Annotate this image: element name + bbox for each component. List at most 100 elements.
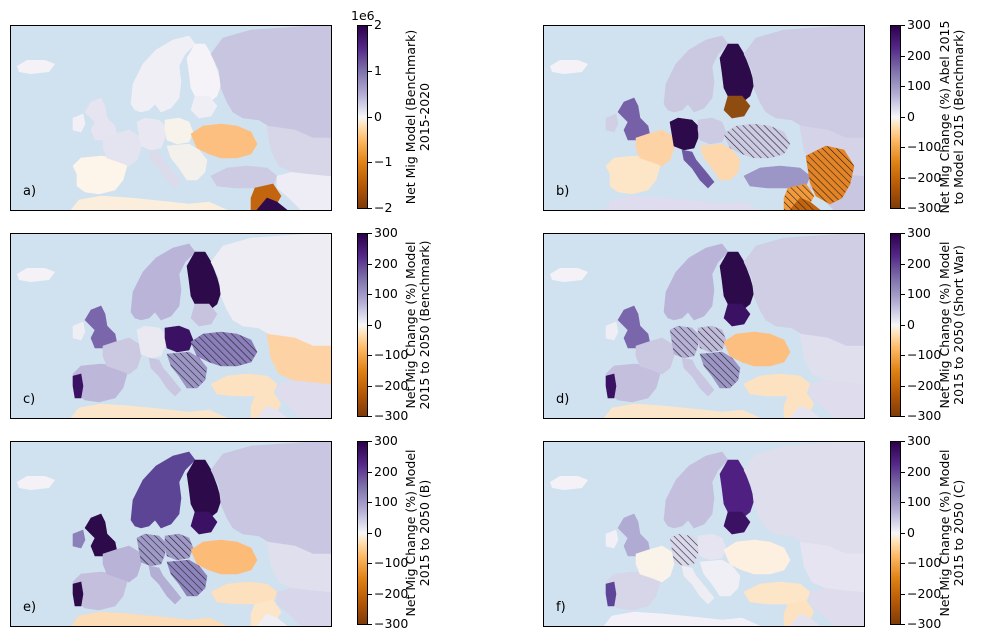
colorbar-tick-mark xyxy=(901,324,905,326)
region-scandinavia xyxy=(130,451,196,529)
region-iceland xyxy=(550,476,588,490)
region-germany xyxy=(136,117,166,151)
region-italy xyxy=(148,149,182,189)
colorbar-tick-mark xyxy=(901,441,905,442)
colorbar-label-line: Net Mig Change (%) Model xyxy=(403,241,418,409)
colorbar-tick-mark xyxy=(901,624,905,625)
region-uk xyxy=(617,513,651,557)
region-scandinavia xyxy=(663,243,729,321)
region-ukraine xyxy=(190,539,258,575)
colorbar-label-line: 2015 to 2050 (Benchmark) xyxy=(417,240,432,410)
region-italy xyxy=(148,565,182,605)
colorbar-tick-label: −300 xyxy=(374,408,409,423)
colorbar-tick-mark xyxy=(901,385,905,387)
region-ukraine xyxy=(723,331,791,367)
colorbar-tick-mark xyxy=(368,324,372,326)
colorbar-label: Net Mig Change (%) Model 2015 to 2050 (Be… xyxy=(403,215,434,435)
region-baltics xyxy=(190,511,218,535)
colorbar-tick-label: 100 xyxy=(907,494,931,509)
map-canvas xyxy=(11,234,331,418)
region-france xyxy=(635,337,675,375)
colorbar-tick-mark xyxy=(368,263,372,265)
colorbar-tick-mark xyxy=(901,25,905,26)
map-panel-c xyxy=(10,233,332,419)
colorbar-tick-label: 300 xyxy=(907,17,931,32)
colorbar-tick-label: −200 xyxy=(907,377,942,393)
region-uk xyxy=(617,97,651,141)
colorbar-tick-label: 300 xyxy=(374,433,398,448)
region-iceland xyxy=(550,268,588,282)
panel-letter: c) xyxy=(23,392,36,407)
region-north-africa xyxy=(603,195,761,210)
hatch-overlay-germany xyxy=(137,534,165,566)
region-turkey xyxy=(210,165,278,189)
colorbar-tick-mark xyxy=(901,355,905,356)
region-turkey xyxy=(743,165,811,189)
hatch-overlay-ukraine xyxy=(191,332,257,366)
colorbar-tick-mark xyxy=(901,147,905,148)
colorbar-tick-mark xyxy=(368,385,372,387)
colorbar-label: Net Mig Change (%) Model 2015 to 2050 (C) xyxy=(937,423,968,643)
region-scandinavia xyxy=(663,35,729,113)
region-turkey xyxy=(210,581,278,605)
colorbar-tick-mark xyxy=(901,563,905,564)
colorbar-tick-label: −200 xyxy=(374,377,409,393)
colorbar-label-line: 2015 to 2050 (C) xyxy=(951,479,966,587)
region-uk xyxy=(84,513,118,557)
colorbar-tick-label: −200 xyxy=(907,585,942,601)
colorbar-tick-mark xyxy=(368,208,372,209)
colorbar-tick-label: 0 xyxy=(374,316,382,332)
colorbar-tick-label: −200 xyxy=(374,585,409,601)
colorbar-tick-mark xyxy=(901,55,905,57)
colorbar-label-line: 2015 to 2050 (Short War) xyxy=(951,245,966,405)
region-france xyxy=(102,337,142,375)
region-uk xyxy=(84,97,118,141)
region-baltics xyxy=(723,95,751,119)
region-poland xyxy=(697,533,727,561)
region-baltics xyxy=(190,95,218,119)
panel-letter: a) xyxy=(23,184,37,199)
colorbar-tick-mark xyxy=(901,593,905,595)
colorbar-tick-mark xyxy=(901,116,905,118)
colorbar-tick-label: 200 xyxy=(907,255,931,271)
region-iceland xyxy=(17,476,55,490)
colorbar xyxy=(890,233,901,417)
map-canvas xyxy=(544,26,864,210)
region-iceland xyxy=(17,268,55,282)
panel-letter: f) xyxy=(556,600,566,615)
region-portugal xyxy=(605,373,617,399)
region-north-africa xyxy=(70,403,228,418)
colorbar xyxy=(357,233,368,417)
region-germany xyxy=(669,117,699,151)
region-balkans xyxy=(166,143,208,181)
region-ireland xyxy=(72,529,86,549)
colorbar-tick-label: −2 xyxy=(374,200,393,215)
map-canvas xyxy=(11,26,331,210)
colorbar-tick-label: −100 xyxy=(907,347,942,362)
colorbar-label-line: Net Mig Change (%) Model xyxy=(937,449,952,617)
region-ireland xyxy=(605,529,619,549)
region-iberia xyxy=(72,155,128,195)
region-arabia xyxy=(256,613,288,626)
colorbar-tick-label: −200 xyxy=(907,169,942,185)
region-uk xyxy=(617,305,651,349)
region-poland xyxy=(697,117,727,145)
colorbar-label-line: to Model 2015 (Benchmark) xyxy=(951,29,966,205)
hatch-overlay-germany xyxy=(670,534,698,566)
map-canvas xyxy=(11,442,331,626)
region-scandinavia xyxy=(130,35,196,113)
hatch-overlay-poland xyxy=(165,534,193,560)
region-north-africa xyxy=(603,611,761,626)
region-baltics xyxy=(723,511,751,535)
colorbar-tick-label: 300 xyxy=(907,433,931,448)
region-north-africa xyxy=(70,611,228,626)
hatch-overlay-balkans xyxy=(167,560,207,596)
colorbar-label-line: Net Mig Model (Benchmark) xyxy=(403,29,418,205)
colorbar xyxy=(357,441,368,625)
colorbar-tick-label: −300 xyxy=(374,616,409,631)
region-poland xyxy=(164,325,194,353)
panel-letter: e) xyxy=(23,600,37,615)
colorbar-tick-label: 0 xyxy=(907,524,915,540)
region-kazakhstan xyxy=(799,333,864,385)
colorbar-tick-label: 300 xyxy=(907,225,931,240)
